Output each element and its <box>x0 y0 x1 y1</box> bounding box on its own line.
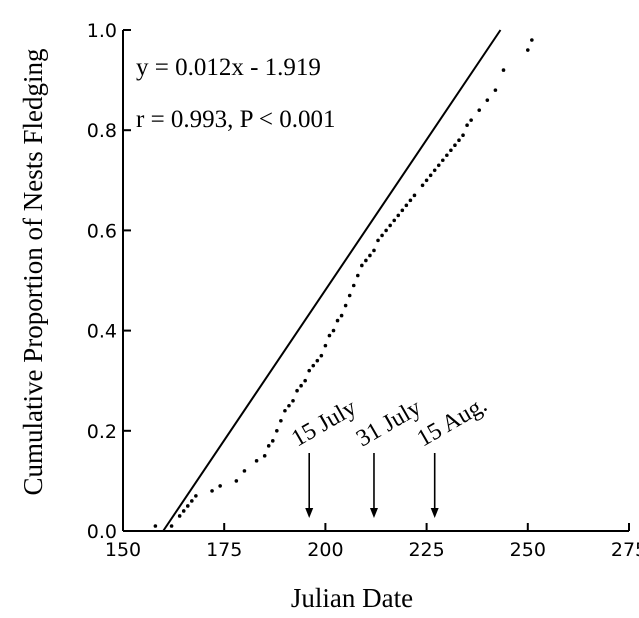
y-tick-label: 0.2 <box>87 421 117 443</box>
data-point <box>400 208 405 213</box>
data-point <box>210 489 214 493</box>
data-point <box>307 368 312 373</box>
data-point <box>291 398 295 403</box>
data-point <box>347 293 352 298</box>
y-tick-label: 0.8 <box>87 120 117 142</box>
data-point <box>190 499 194 503</box>
data-point <box>319 353 324 358</box>
plot-area: 150 175 200 225 250 275 0.0 0.2 0.4 0.6 0.8 1.0 15… <box>87 20 639 561</box>
data-point <box>440 158 445 163</box>
x-tick-label: 150 <box>105 539 141 561</box>
data-point <box>181 509 186 513</box>
y-ticks: 0.0 0.2 0.4 0.6 0.8 1.0 <box>87 20 131 543</box>
y-axis-title: Cumulative Proportion of Nests Fledging <box>18 49 48 496</box>
data-point <box>412 193 417 198</box>
x-tick-label: 250 <box>510 539 546 561</box>
data-point <box>461 133 465 138</box>
stats-annotation: r = 0.993, P < 0.001 <box>136 106 336 133</box>
data-point <box>343 303 348 308</box>
x-ticks: 150 175 200 225 250 275 <box>105 523 639 561</box>
data-point <box>364 258 368 263</box>
data-point <box>396 213 401 218</box>
data-point <box>501 68 506 72</box>
data-point <box>465 123 469 127</box>
data-point <box>493 88 498 92</box>
marker-arrow-head <box>369 508 378 518</box>
y-tick-label: 0.4 <box>87 321 117 343</box>
data-point <box>234 479 239 483</box>
data-point <box>469 118 473 122</box>
data-point <box>295 388 299 393</box>
marker-label: 15 Aug. <box>413 392 492 453</box>
data-point <box>169 524 174 528</box>
data-point <box>477 108 482 112</box>
data-point <box>351 283 356 288</box>
data-point <box>420 183 425 188</box>
data-point <box>530 38 534 42</box>
data-point <box>299 383 303 388</box>
data-point <box>453 143 457 148</box>
data-point <box>218 484 222 488</box>
data-point <box>380 233 384 238</box>
data-point <box>331 328 336 333</box>
x-axis-title: Julian Date <box>291 583 413 613</box>
data-point <box>311 363 316 368</box>
data-point <box>485 98 490 102</box>
data-point <box>270 439 275 443</box>
data-point <box>449 148 453 153</box>
marker-arrow-head <box>305 508 314 518</box>
data-point <box>283 408 287 413</box>
data-point <box>153 524 158 528</box>
data-point <box>392 218 397 223</box>
y-tick-label: 1.0 <box>87 20 117 42</box>
marker-label: 31 July <box>352 395 426 453</box>
data-point <box>177 514 182 518</box>
data-point <box>323 343 328 348</box>
data-point <box>279 418 283 423</box>
data-point <box>254 459 259 463</box>
data-point <box>266 444 271 448</box>
x-tick-label: 175 <box>206 539 242 561</box>
data-point <box>339 313 344 318</box>
data-point <box>424 178 429 183</box>
data-point <box>457 138 461 143</box>
data-point <box>287 403 291 408</box>
regression-line <box>162 29 502 532</box>
data-point <box>368 253 372 258</box>
marker-label: 15 July <box>287 395 361 453</box>
data-points <box>153 38 534 528</box>
x-tick-label: 200 <box>307 539 343 561</box>
x-tick-label: 275 <box>611 539 639 561</box>
data-point <box>388 223 392 228</box>
data-point <box>185 504 190 508</box>
y-tick-label: 0.0 <box>87 521 117 543</box>
equation-annotation: y = 0.012x - 1.919 <box>136 54 321 81</box>
data-point <box>327 333 332 338</box>
data-point <box>408 198 413 203</box>
data-point <box>355 273 360 278</box>
data-point <box>315 358 320 363</box>
data-point <box>372 248 376 253</box>
data-point <box>526 48 530 52</box>
data-point <box>262 454 267 458</box>
data-point <box>376 238 380 243</box>
data-point <box>303 378 307 383</box>
data-point <box>360 263 364 268</box>
data-point <box>242 469 247 473</box>
marker-arrow-head <box>430 508 439 518</box>
data-point <box>436 163 441 168</box>
data-point <box>335 318 340 323</box>
data-point <box>275 429 279 433</box>
data-point <box>432 168 437 173</box>
data-point <box>194 494 198 498</box>
y-tick-label: 0.6 <box>87 220 117 242</box>
data-point <box>428 173 433 178</box>
data-point <box>384 228 388 233</box>
data-point <box>404 203 409 208</box>
x-tick-label: 225 <box>408 539 444 561</box>
data-point <box>445 153 449 158</box>
